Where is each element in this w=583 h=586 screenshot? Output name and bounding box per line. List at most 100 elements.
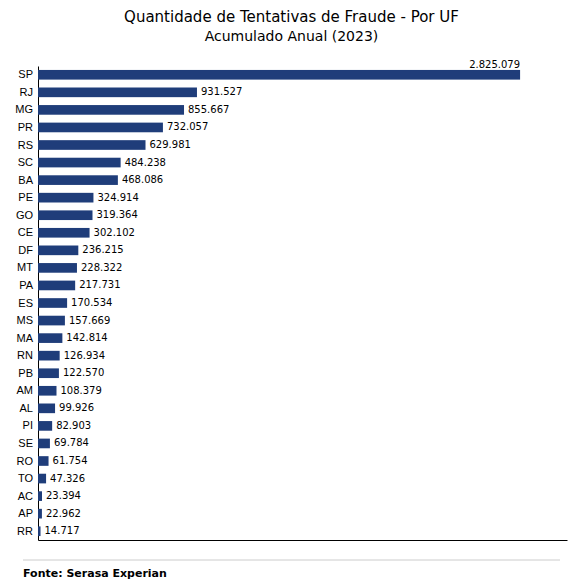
- bar: [38, 175, 118, 185]
- bar: [38, 158, 121, 168]
- data-label: 126.934: [64, 350, 105, 361]
- bar: [38, 491, 42, 501]
- y-tick: RR: [17, 525, 38, 537]
- y-tick: AC: [18, 490, 38, 502]
- y-tick-label: MT: [17, 261, 33, 273]
- bar: [38, 123, 163, 133]
- bar: [38, 404, 55, 414]
- y-tick-label: MA: [17, 332, 34, 344]
- data-label: 302.102: [94, 227, 135, 238]
- y-tick-label: SC: [18, 156, 33, 168]
- bar: [38, 509, 42, 519]
- y-tick-label: AC: [18, 490, 33, 502]
- data-label: 82.903: [56, 420, 91, 431]
- data-label: 22.962: [46, 508, 81, 519]
- data-label: 931.527: [201, 86, 242, 97]
- y-tick-label: AP: [18, 507, 33, 519]
- y-tick-label: PI: [23, 419, 33, 431]
- y-tick-label: GO: [16, 209, 34, 221]
- y-tick-label: MG: [15, 103, 33, 115]
- y-tick: AM: [17, 384, 39, 396]
- data-label: 170.534: [71, 297, 112, 308]
- y-tick: PA: [19, 279, 38, 291]
- data-label: 61.754: [53, 455, 88, 466]
- bar: [38, 263, 77, 273]
- y-tick: MA: [17, 332, 39, 344]
- title: Quantidade de Tentativas de Fraude - Por…: [124, 8, 459, 26]
- bar: [38, 210, 92, 220]
- y-tick-label: AM: [17, 384, 34, 396]
- y-tick: RO: [17, 455, 39, 467]
- chart: Quantidade de Tentativas de Fraude - Por…: [0, 0, 583, 586]
- y-tick-label: DF: [18, 244, 33, 256]
- x-axis: [39, 540, 568, 541]
- bar: [38, 70, 520, 80]
- y-tick-label: RN: [17, 349, 33, 361]
- y-tick: TO: [18, 472, 38, 484]
- y-tick: RN: [17, 349, 38, 361]
- bar: [38, 456, 49, 466]
- bar: [38, 421, 52, 431]
- bar: [38, 298, 67, 308]
- data-label: 629.981: [150, 139, 191, 150]
- y-tick: AL: [20, 402, 38, 414]
- y-tick-label: PE: [18, 191, 33, 203]
- subtitle: Acumulado Anual (2023): [205, 28, 379, 44]
- data-labels: 2.825.079931.527855.667732.057629.981484…: [45, 59, 521, 536]
- data-label: 47.326: [50, 473, 85, 484]
- y-tick: DF: [18, 244, 38, 256]
- footer: Fonte: Serasa Experian: [23, 567, 167, 580]
- bar: [38, 439, 50, 449]
- y-tick-label: PB: [18, 367, 33, 379]
- y-tick-label: PA: [19, 279, 34, 291]
- bar: [38, 526, 41, 536]
- y-tick: PI: [23, 419, 38, 431]
- y-tick-label: CE: [18, 226, 33, 238]
- data-label: 23.394: [46, 490, 81, 501]
- data-label: 122.570: [63, 367, 104, 378]
- y-tick-label: RR: [17, 525, 33, 537]
- y-tick-label: MS: [17, 314, 34, 326]
- y-tick: SC: [18, 156, 38, 168]
- footer-separator: [23, 560, 560, 561]
- y-tick-label: AL: [20, 402, 33, 414]
- y-tick: SE: [18, 437, 38, 449]
- y-tick: RJ: [20, 86, 38, 98]
- y-tick: ES: [18, 297, 38, 309]
- plot-area: SP RJ MG PR RS SC BA PE GO CE DF MT PA ES MS MA RN PB AM AL…: [15, 59, 567, 541]
- y-tick: SP: [18, 68, 38, 80]
- y-tick-label: RJ: [20, 86, 33, 98]
- y-tick: RS: [18, 139, 38, 151]
- bar: [38, 281, 75, 291]
- bars: [38, 70, 520, 536]
- data-label: 217.731: [79, 279, 120, 290]
- bar: [38, 474, 46, 484]
- bar: [38, 368, 59, 378]
- y-tick: CE: [18, 226, 38, 238]
- data-label: 732.057: [167, 121, 208, 132]
- data-label: 855.667: [188, 104, 229, 115]
- data-label: 14.717: [45, 525, 80, 536]
- y-tick: PB: [18, 367, 38, 379]
- bar: [38, 140, 146, 150]
- bar: [38, 193, 93, 203]
- bar: [38, 88, 197, 98]
- y-tick-label: SP: [18, 68, 33, 80]
- data-label: 228.322: [81, 262, 122, 273]
- bar: [38, 316, 65, 326]
- y-tick: MG: [15, 103, 38, 115]
- bar: [38, 351, 60, 361]
- y-tick: AP: [18, 507, 38, 519]
- y-tick-label: PR: [18, 121, 33, 133]
- data-label: 69.784: [54, 437, 89, 448]
- y-axis: SP RJ MG PR RS SC BA PE GO CE DF MT PA ES MS MA RN PB AM AL…: [15, 67, 38, 541]
- data-label: 324.914: [97, 192, 138, 203]
- bar: [38, 333, 62, 343]
- y-tick: MT: [17, 261, 38, 273]
- data-label: 468.086: [122, 174, 163, 185]
- y-tick: BA: [18, 174, 38, 186]
- y-tick-label: RO: [17, 455, 34, 467]
- y-tick: MS: [17, 314, 39, 326]
- data-label: 99.926: [59, 402, 94, 413]
- bar: [38, 246, 78, 256]
